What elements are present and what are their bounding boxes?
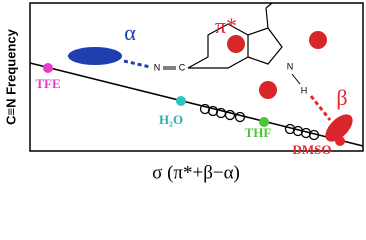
solvent-label: DMSO	[293, 142, 332, 157]
tfe-point	[43, 63, 53, 73]
pi-star-label: π*	[215, 13, 237, 38]
solvent-label: THF	[245, 125, 272, 140]
beta-bond	[309, 95, 332, 121]
y-axis-label: C≡N Frequency	[3, 28, 18, 124]
nh-bond	[291, 73, 301, 85]
atom-label: C	[179, 62, 186, 72]
pi-spheres	[227, 31, 327, 99]
trend-line	[29, 62, 364, 147]
thf-point	[259, 117, 269, 127]
plot-frame	[29, 2, 364, 152]
x-axis-label: σ (π*+β−α)	[152, 162, 240, 183]
indole	[187, 2, 283, 69]
atom-label: N	[154, 62, 161, 72]
figure: C≡N Frequency σ (π*+β−α) TFE H₂O THF DMS…	[3, 2, 364, 183]
alpha-bond	[123, 59, 151, 69]
solvent-label: H₂O	[159, 112, 183, 127]
solvent-label: TFE	[35, 76, 60, 91]
alpha-ellipse	[68, 47, 122, 65]
data-circles	[199, 103, 320, 141]
beta-label: β	[336, 85, 347, 110]
atom-label: H	[301, 85, 308, 95]
h2o-point	[176, 96, 186, 106]
alpha-label: α	[124, 20, 136, 45]
beta-ellipse	[325, 114, 353, 142]
atom-label: N	[287, 61, 294, 71]
